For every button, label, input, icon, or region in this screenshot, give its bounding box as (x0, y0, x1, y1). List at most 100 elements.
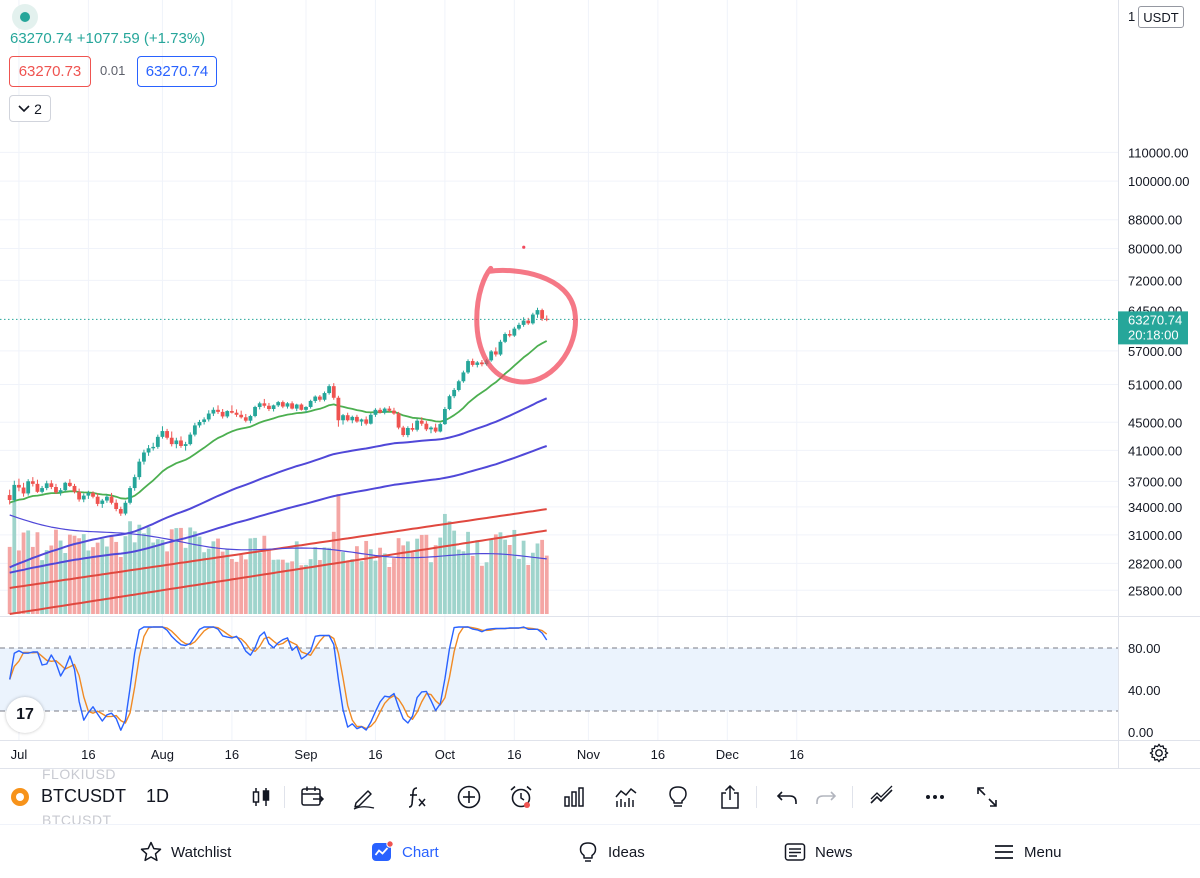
candle-body[interactable] (105, 496, 109, 501)
candle-body[interactable] (521, 320, 526, 325)
candle-body[interactable] (544, 318, 549, 320)
candle-body[interactable] (489, 351, 494, 361)
candle-body[interactable] (211, 409, 216, 414)
interval-selector[interactable]: 1D (146, 786, 170, 806)
candle-body[interactable] (257, 403, 262, 407)
candle-body[interactable] (401, 427, 406, 436)
candle-body[interactable] (512, 328, 517, 336)
candle-body[interactable] (475, 362, 480, 365)
candle-body[interactable] (304, 406, 308, 410)
signal-icon[interactable] (612, 783, 640, 811)
candle-body[interactable] (151, 446, 156, 449)
candle-body[interactable] (452, 389, 457, 397)
candle-body[interactable] (285, 403, 290, 407)
candle-body[interactable] (382, 408, 387, 413)
candle-body[interactable] (67, 482, 72, 486)
annotation-circle[interactable] (474, 265, 578, 385)
pen-icon[interactable] (350, 783, 378, 811)
alarm-icon[interactable] (507, 783, 535, 811)
candle-body[interactable] (378, 409, 382, 413)
candle-body[interactable] (160, 431, 165, 437)
candle-body[interactable] (456, 381, 461, 390)
candle-body[interactable] (216, 409, 220, 412)
candle-body[interactable] (7, 495, 12, 501)
candle-body[interactable] (146, 448, 151, 453)
candle-body[interactable] (327, 386, 332, 394)
candle-body[interactable] (424, 423, 429, 430)
candles-icon[interactable] (247, 783, 275, 811)
candle-body[interactable] (345, 415, 350, 421)
candle-body[interactable] (493, 351, 498, 355)
candle-body[interactable] (77, 491, 82, 500)
candle-body[interactable] (433, 427, 438, 432)
candle-body[interactable] (442, 409, 447, 425)
candle-body[interactable] (183, 444, 188, 446)
candle-body[interactable] (234, 412, 239, 415)
candle-body[interactable] (308, 400, 313, 407)
candle-body[interactable] (262, 403, 267, 406)
plus-circle-icon[interactable] (455, 783, 483, 811)
lightbulb-icon[interactable] (664, 783, 692, 811)
currency-badge[interactable]: USDT (1138, 6, 1184, 28)
candle-body[interactable] (313, 396, 318, 401)
price-chart[interactable]: 110000.00 100000.00 88000.00 80000.00 72000.… (0, 0, 1200, 768)
candle-body[interactable] (72, 485, 77, 492)
buy-price-button[interactable]: 63270.74 (137, 56, 217, 87)
bar-chart-icon[interactable] (560, 783, 588, 811)
candle-body[interactable] (299, 404, 304, 410)
candle-body[interactable] (466, 361, 470, 373)
candle-body[interactable] (12, 484, 17, 501)
nav-menu[interactable]: Menu (992, 838, 1062, 866)
candle-body[interactable] (396, 413, 401, 428)
candle-body[interactable] (387, 408, 392, 411)
candle-body[interactable] (503, 334, 507, 342)
candle-body[interactable] (118, 508, 123, 514)
candle-body[interactable] (230, 411, 234, 413)
candle-body[interactable] (355, 416, 359, 422)
candle-body[interactable] (30, 481, 35, 484)
chart-area[interactable]: 110000.00 100000.00 88000.00 80000.00 72000.… (0, 0, 1200, 768)
nav-news[interactable]: News (783, 838, 853, 866)
candle-body[interactable] (317, 396, 322, 400)
candle-body[interactable] (197, 421, 202, 426)
candle-body[interactable] (100, 500, 105, 504)
candle-body[interactable] (165, 431, 169, 438)
candle-body[interactable] (294, 404, 299, 409)
candle-body[interactable] (188, 434, 193, 445)
candle-body[interactable] (276, 402, 281, 406)
candle-body[interactable] (498, 341, 503, 355)
candle-body[interactable] (192, 425, 197, 435)
candle-body[interactable] (267, 405, 271, 410)
candle-body[interactable] (290, 403, 294, 409)
symbol-selector[interactable]: BTCUSDT (41, 786, 126, 806)
candle-body[interactable] (243, 417, 248, 421)
candle-body[interactable] (81, 495, 86, 500)
candle-body[interactable] (350, 416, 355, 421)
candle-body[interactable] (86, 492, 91, 496)
candle-body[interactable] (49, 483, 54, 488)
candle-body[interactable] (322, 393, 327, 400)
candle-body[interactable] (368, 414, 373, 424)
candle-body[interactable] (336, 397, 341, 421)
candle-body[interactable] (415, 420, 420, 430)
nav-chart[interactable]: Chart (370, 838, 439, 866)
candle-body[interactable] (58, 490, 63, 493)
candle-body[interactable] (174, 440, 179, 445)
market-status-icon[interactable] (12, 4, 38, 30)
candle-body[interactable] (364, 419, 369, 424)
candle-body[interactable] (63, 482, 68, 491)
indicators-collapse-button[interactable]: 2 (9, 95, 51, 122)
candle-body[interactable] (220, 411, 225, 417)
candle-body[interactable] (44, 483, 49, 489)
candle-body[interactable] (359, 419, 364, 422)
candle-body[interactable] (54, 487, 58, 493)
candle-body[interactable] (480, 362, 484, 365)
candle-body[interactable] (17, 484, 21, 488)
fx-icon[interactable] (403, 783, 431, 811)
candle-body[interactable] (540, 310, 545, 319)
calendar-replay-icon[interactable] (298, 783, 326, 811)
gear-icon[interactable] (1148, 742, 1170, 764)
candle-body[interactable] (21, 487, 26, 494)
current-price-tag[interactable] (1118, 311, 1188, 345)
candle-body[interactable] (392, 410, 396, 414)
